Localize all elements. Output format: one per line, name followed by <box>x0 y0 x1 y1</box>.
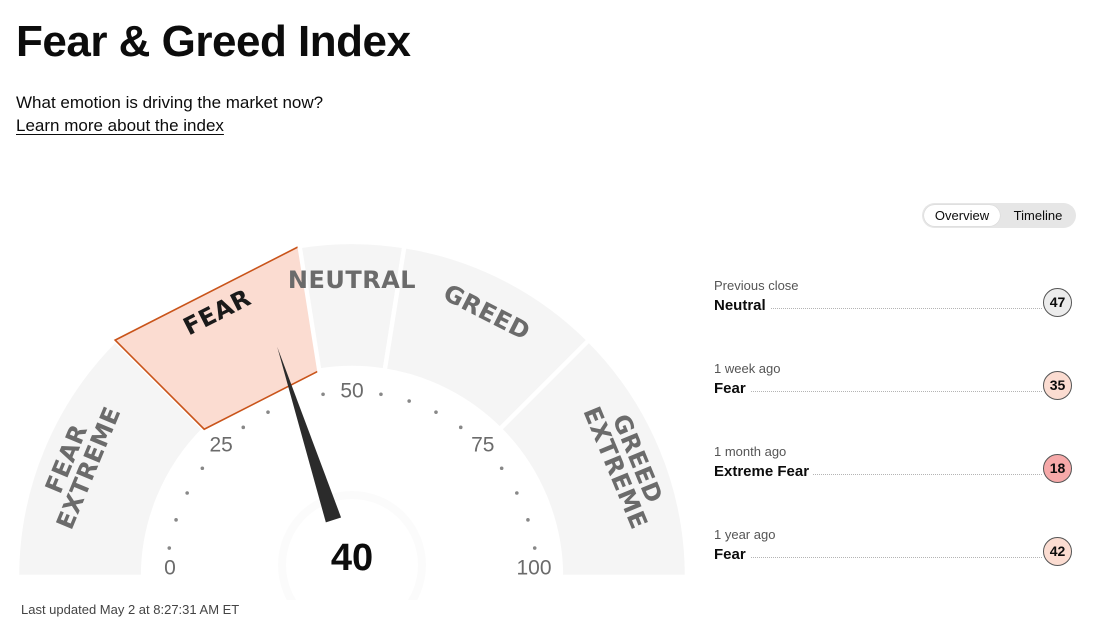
history-label: Previous close <box>714 278 799 293</box>
dotted-leader <box>714 308 1042 309</box>
gauge-hub <box>286 499 418 600</box>
gauge-value: 40 <box>330 537 374 579</box>
history-1-month-ago: 1 month ago Extreme Fear 18 <box>714 444 1076 504</box>
gauge-tick-dot <box>499 466 504 471</box>
dotted-leader <box>714 474 1042 475</box>
learn-more-link[interactable]: Learn more about the index <box>16 116 224 135</box>
gauge-tick-dot <box>526 518 530 522</box>
history-label: 1 week ago <box>714 361 781 376</box>
gauge-tick-dot <box>241 425 246 430</box>
view-toggle: Overview Timeline <box>922 203 1076 228</box>
gauge-tick-dot <box>185 491 189 495</box>
timeline-tab[interactable]: Timeline <box>1013 208 1063 223</box>
history-label: 1 month ago <box>714 444 787 459</box>
history-score-badge: 42 <box>1043 537 1072 566</box>
gauge-segment-extreme-greed <box>496 337 690 580</box>
gauge-tick-dot <box>266 410 270 414</box>
history-status: Fear <box>714 546 750 564</box>
gauge-tick-label-0: 0 <box>164 557 176 580</box>
dotted-leader <box>714 391 1042 392</box>
gauge-tick-dot <box>515 491 519 495</box>
history-1-week-ago: 1 week ago Fear 35 <box>714 361 1076 421</box>
gauge-tick-dot <box>532 546 537 550</box>
gauge-tick-dot <box>407 399 411 403</box>
history-1-year-ago: 1 year ago Fear 42 <box>714 527 1076 587</box>
history-status: Extreme Fear <box>714 463 814 481</box>
gauge-tick-dot <box>379 392 383 397</box>
history-score-badge: 47 <box>1043 288 1072 317</box>
gauge-tick-label-75: 75 <box>471 434 494 457</box>
history-status: Fear <box>714 380 750 398</box>
gauge-tick-dot <box>200 466 205 471</box>
dotted-leader <box>714 557 1042 558</box>
gauge-tick-dot <box>434 410 438 414</box>
gauge-tick-dot <box>458 425 463 430</box>
gauge-tick-dot <box>167 546 172 550</box>
gauge-tick-label-25: 25 <box>210 434 233 457</box>
gauge-needle <box>277 346 342 523</box>
history-previous-close: Previous close Neutral 47 <box>714 278 1076 338</box>
gauge-tick-label-100: 100 <box>516 557 551 580</box>
overview-tab[interactable]: Overview <box>924 205 1000 226</box>
last-updated: Last updated May 2 at 8:27:31 AM ET <box>21 602 240 617</box>
history-label: 1 year ago <box>714 527 776 542</box>
gauge-tick-dot <box>321 392 325 397</box>
history-score-badge: 18 <box>1043 454 1072 483</box>
page-title: Fear & Greed Index <box>16 17 411 66</box>
gauge-tick-dot <box>174 518 178 522</box>
gauge-label-neutral-1: NEUTRAL <box>288 266 416 294</box>
gauge-tick-label-50: 50 <box>340 380 363 403</box>
page-subtitle: What emotion is driving the market now? <box>16 93 324 112</box>
history-status: Neutral <box>714 297 770 315</box>
history-score-badge: 35 <box>1043 371 1072 400</box>
